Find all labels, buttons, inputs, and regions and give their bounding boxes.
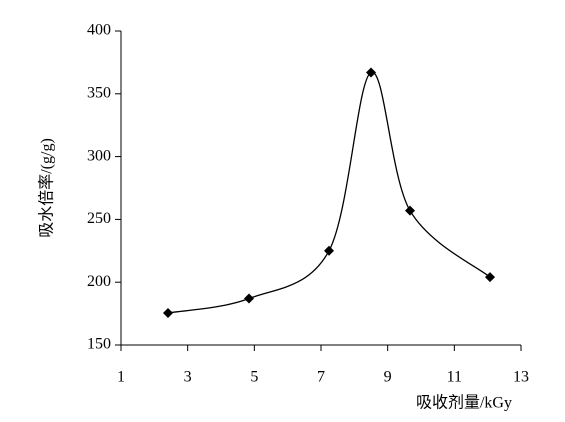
y-tick-label: 350	[87, 84, 111, 101]
marker	[366, 67, 376, 78]
y-tick-label: 250	[87, 210, 111, 227]
marker	[405, 205, 415, 216]
x-tick-label: 3	[184, 369, 192, 386]
y-tick-label: 200	[87, 273, 111, 290]
x-tick-label: 7	[317, 369, 325, 386]
y-tick-label: 150	[87, 336, 111, 353]
x-tick-label: 5	[250, 369, 258, 386]
y-axis-label: 吸水倍率/(g/g)	[38, 138, 56, 238]
y-tick-label: 300	[87, 147, 111, 164]
y-tick-label: 400	[87, 22, 111, 39]
marker	[244, 293, 254, 304]
marker	[163, 307, 173, 318]
x-tick-label: 9	[384, 369, 392, 386]
marker	[324, 245, 334, 256]
x-tick-label: 13	[513, 369, 529, 386]
marker	[485, 272, 495, 283]
data-line	[167, 71, 491, 314]
x-axis-label: 吸收剂量/kGy	[416, 394, 512, 412]
x-tick-label: 11	[447, 369, 462, 386]
x-tick-label: 1	[117, 369, 125, 386]
